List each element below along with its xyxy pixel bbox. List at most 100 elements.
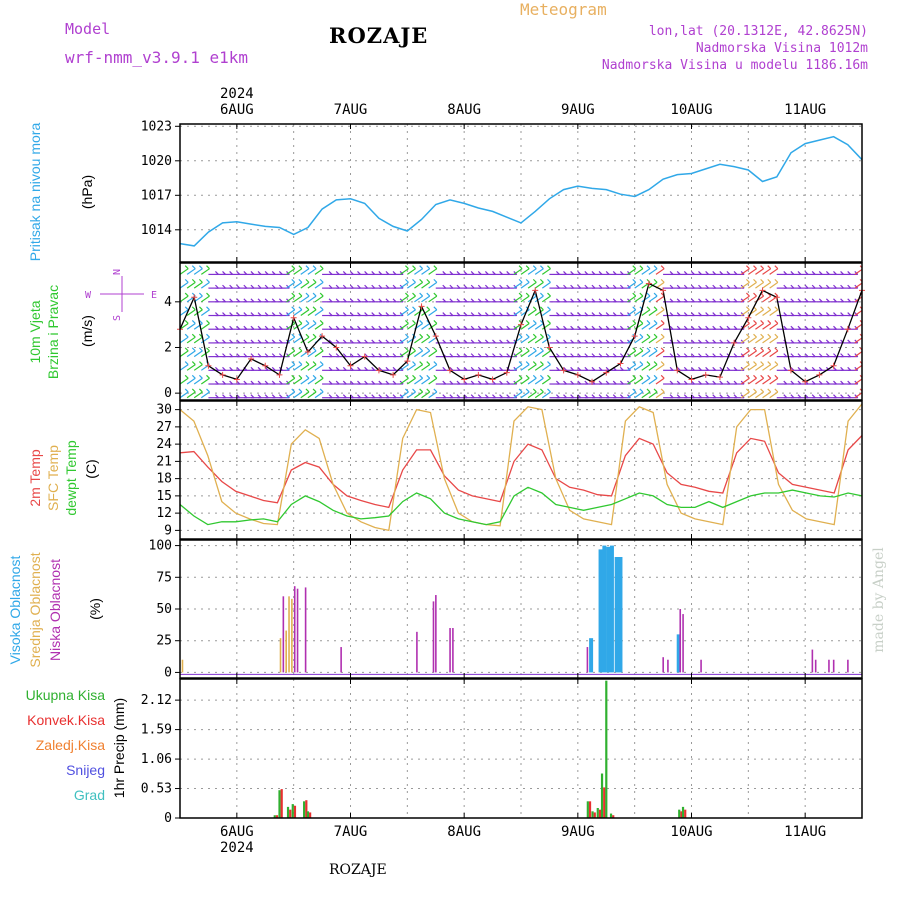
wind-barb-head — [312, 278, 317, 283]
cloud-bar-low — [304, 587, 307, 673]
wind-barb-head — [767, 361, 772, 366]
wind-barb-head — [198, 265, 203, 270]
precip-bar-conv — [588, 801, 592, 818]
cloud-bar-low — [435, 595, 437, 673]
precip-bar-conv — [612, 815, 615, 818]
wind-barb — [527, 322, 537, 330]
wind-barb-head — [312, 374, 317, 379]
compass-cross — [100, 276, 144, 312]
bottom-day-label: 8AUG — [447, 824, 481, 840]
wind-barb-head — [525, 374, 530, 379]
precip-bar-total — [605, 680, 608, 818]
wind-barb-head — [191, 333, 196, 338]
top-day-label: 6AUG — [220, 102, 254, 118]
wind-barb — [534, 309, 544, 317]
wind-barb-head — [760, 374, 765, 379]
wind-barb — [314, 377, 324, 385]
wind-barb — [520, 281, 530, 289]
y-tick-label: 1.59 — [141, 723, 172, 738]
wind-barb-head — [539, 292, 544, 297]
wind-barb — [180, 364, 189, 371]
wind-barb — [307, 322, 317, 330]
wind-barb-head — [646, 320, 651, 324]
wind-speed-marker — [574, 371, 581, 378]
wind-barb-head — [312, 292, 317, 297]
precip-bar-conv — [280, 789, 283, 818]
wind-barb — [293, 281, 303, 289]
wind-barb-head — [404, 388, 409, 393]
wind-barb-head — [184, 320, 189, 324]
wind-barb-head — [319, 278, 324, 283]
wind-barb-head — [525, 265, 530, 270]
wind-barb — [428, 377, 438, 385]
wind-barb-head — [660, 361, 665, 366]
precip-bar-conv — [603, 787, 606, 818]
wind-barb — [755, 281, 764, 289]
data-series — [177, 135, 865, 819]
wind-barb — [180, 309, 189, 317]
wind-barb — [186, 391, 196, 399]
wind-barb — [406, 336, 416, 344]
y-tick-label: 0 — [164, 386, 172, 401]
wind-barb-head — [539, 361, 544, 366]
wind-barb-head — [298, 278, 303, 283]
wind-barb — [399, 268, 409, 275]
bottom-day-label: 10AUG — [670, 824, 712, 840]
wind-barb — [762, 336, 772, 344]
wind-barb — [286, 295, 296, 303]
wind-barb-head — [298, 265, 303, 270]
wind-barb — [534, 268, 544, 275]
y-tick-label: 2 — [164, 340, 172, 355]
wind-speed-marker — [674, 367, 681, 374]
wind-barb — [755, 268, 764, 275]
wind-barb — [627, 322, 637, 330]
precip-bar-conv — [275, 815, 279, 818]
wind-barb — [769, 364, 779, 371]
wind-barb — [399, 364, 409, 371]
wind-barb-head — [774, 265, 779, 270]
wind-barb-head — [305, 361, 310, 366]
wind-barb-head — [206, 374, 210, 379]
cloud-bar-high — [618, 556, 623, 673]
y-tick-label: 2.12 — [141, 693, 172, 708]
precip-bar-total — [273, 815, 276, 818]
precip-unit: 1hr Precip (mm) — [111, 698, 127, 798]
wind-barb — [186, 350, 196, 358]
wind-barb-head — [532, 361, 537, 366]
cloud-bar-high — [606, 546, 611, 673]
cloud-bar-low — [282, 596, 285, 673]
top-day-label: 9AUG — [561, 102, 595, 118]
wind-barb-head — [753, 347, 757, 352]
wind-barb-head — [525, 333, 530, 338]
wind-barb-head — [774, 374, 779, 379]
wind-barb-head — [419, 388, 424, 393]
precip-bar-conv — [680, 811, 683, 818]
wind-barb-head — [532, 320, 537, 324]
wind-barb-head — [646, 292, 651, 297]
wind-barb-head — [745, 333, 750, 338]
wind-barb-head — [305, 278, 310, 283]
wind-barb-head — [312, 361, 317, 366]
wind-barb — [747, 364, 757, 371]
cloud-bar-high — [589, 638, 594, 673]
wind-barb-head — [753, 388, 757, 393]
wind-barb-head — [291, 333, 296, 338]
wind-speed-marker — [390, 371, 397, 378]
wind-speed-marker — [404, 358, 411, 365]
wind-barb-head — [198, 278, 203, 283]
wind-speed-marker — [432, 333, 439, 340]
wind-barb — [414, 268, 423, 275]
wind-barb — [648, 268, 658, 275]
wind-barb-head — [191, 265, 196, 270]
wind-barb — [186, 377, 196, 385]
wind-barb — [428, 322, 438, 330]
wind-barb-head — [305, 333, 310, 338]
wind-barb-head — [745, 347, 750, 352]
wind-barb-head — [767, 278, 772, 283]
wind-barb — [314, 295, 324, 303]
wind-barb-head — [745, 374, 750, 379]
wind-barb-head — [518, 347, 523, 352]
cloud-bar-high — [614, 556, 619, 673]
wind-barb-head — [653, 306, 658, 311]
wind-speed-marker — [759, 287, 766, 294]
